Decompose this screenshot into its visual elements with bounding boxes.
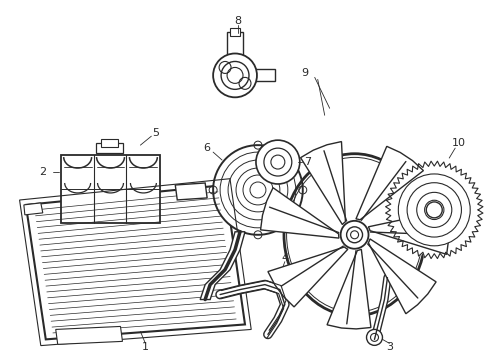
Bar — [255, 69, 275, 81]
Bar — [61, 155, 160, 223]
Bar — [230, 28, 240, 36]
Text: 8: 8 — [234, 15, 242, 26]
Polygon shape — [356, 146, 423, 220]
Text: 9: 9 — [301, 68, 308, 78]
Polygon shape — [26, 185, 245, 339]
Text: 4: 4 — [281, 253, 289, 263]
Circle shape — [416, 192, 452, 228]
Polygon shape — [327, 249, 371, 329]
Bar — [227, 32, 243, 55]
Text: 5: 5 — [152, 128, 159, 138]
Circle shape — [213, 54, 257, 97]
Text: 6: 6 — [204, 143, 211, 153]
Circle shape — [341, 221, 368, 249]
Bar — [100, 139, 119, 147]
Polygon shape — [368, 211, 448, 255]
Text: 7: 7 — [304, 157, 311, 167]
Text: 2: 2 — [39, 167, 47, 177]
Circle shape — [425, 200, 444, 220]
Polygon shape — [200, 232, 245, 300]
Circle shape — [398, 174, 470, 246]
Circle shape — [426, 202, 442, 218]
Circle shape — [256, 140, 300, 184]
Circle shape — [346, 227, 363, 243]
Polygon shape — [24, 203, 43, 215]
Bar — [96, 143, 123, 153]
Polygon shape — [268, 247, 348, 307]
Text: 3: 3 — [386, 342, 393, 352]
Text: 10: 10 — [452, 138, 466, 148]
Circle shape — [407, 183, 462, 237]
Circle shape — [367, 329, 383, 345]
Circle shape — [213, 145, 303, 235]
Polygon shape — [300, 141, 345, 225]
Polygon shape — [175, 183, 207, 200]
Circle shape — [350, 231, 359, 239]
Text: 1: 1 — [142, 342, 149, 352]
Polygon shape — [386, 161, 483, 258]
Polygon shape — [56, 327, 122, 345]
Polygon shape — [261, 188, 339, 238]
Polygon shape — [368, 239, 436, 314]
